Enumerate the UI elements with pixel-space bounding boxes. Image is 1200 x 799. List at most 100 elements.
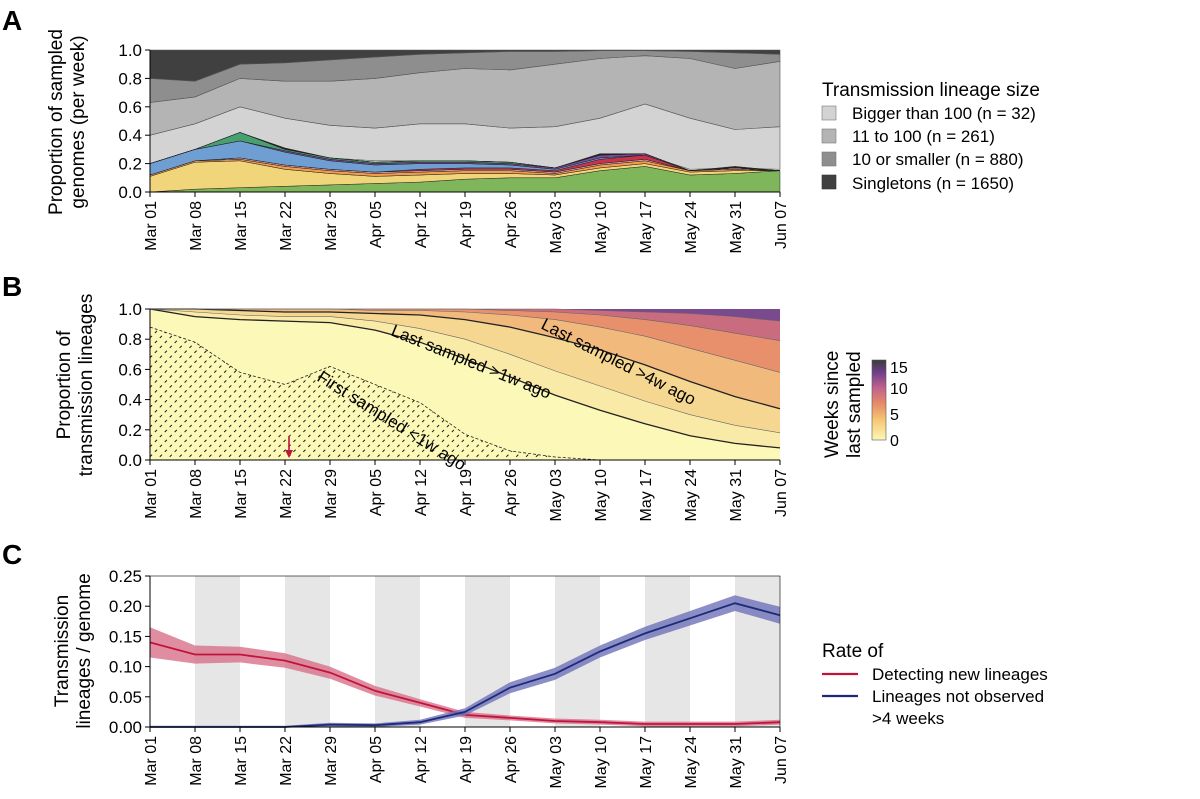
panel-c-legend-title: Rate of <box>822 641 884 662</box>
colorbar-tick-10: 10 <box>890 381 908 398</box>
panel-b-x-tick-label: May 10 <box>593 469 610 522</box>
arrow-head <box>285 450 293 458</box>
panel-b-x-tick-label: May 24 <box>683 469 700 522</box>
legend-label-not-observed-line1: Lineages not observed <box>872 687 1044 706</box>
legend-label-10-or-smaller: 10 or smaller (n = 880) <box>852 150 1024 169</box>
panel-c-y-tick-label: 0.15 <box>109 627 142 646</box>
panel-a-y-tick-label: 0.6 <box>118 98 142 117</box>
panel-c-x-tick-label: Apr 26 <box>503 736 520 783</box>
panel-a: A 0.0 0.2 0.4 0.6 0.8 1.0 Mar 01 Mar 08 Mar 15 Ma… <box>2 5 1040 253</box>
contour-2w <box>149 308 781 434</box>
colorbar-tick-5: 5 <box>890 407 899 424</box>
panel-a-legend-title: Transmission lineage size <box>822 80 1040 101</box>
panel-b-y-tick-label: 0.4 <box>118 391 142 410</box>
panel-b-x-tick-label: May 17 <box>638 469 655 522</box>
panel-b-x-tick-label: Mar 22 <box>278 469 295 519</box>
panel-c: C 0.00 0.05 0.10 0.15 0.20 0.25 Mar 01 Mar 08 Ma… <box>2 539 1048 788</box>
panel-b-axes: 0.0 0.2 0.4 0.6 0.8 1.0 Mar 01 Mar 08 Mar 15 Mar … <box>118 300 790 521</box>
panel-b-ylabel-line1: Proportion of <box>54 330 75 440</box>
panel-c-ylabel-line1: Transmission <box>52 595 73 707</box>
panel-c-x-tick-label: Mar 08 <box>188 736 205 786</box>
panel-b-x-tick-label: Mar 29 <box>323 469 340 519</box>
colorbar-gradient <box>871 359 887 441</box>
colorbar-title-line2: last sampled <box>844 351 865 458</box>
panel-c-y-tick-label: 0.10 <box>109 658 142 677</box>
contour-4w <box>150 308 781 410</box>
shaded-week <box>645 576 690 727</box>
panel-b-x-tick-label: May 31 <box>728 469 745 522</box>
panel-c-x-tick-label: May 17 <box>638 736 655 789</box>
panel-a-legend: Transmission lineage size Bigger than 10… <box>821 80 1040 193</box>
legend-label-bigger-than-100: Bigger than 100 (n = 32) <box>852 104 1036 123</box>
panel-c-y-tick-label: 0.20 <box>109 597 142 616</box>
legend-label-detecting-new: Detecting new lineages <box>872 665 1048 684</box>
panel-c-x-tick-label: Apr 05 <box>368 736 385 783</box>
panel-a-x-tick-label: Mar 22 <box>278 201 295 251</box>
panel-a-plot <box>149 49 781 193</box>
panel-b-y-tick-label: 0.8 <box>118 330 142 349</box>
panel-c-x-tick-label: Mar 01 <box>143 736 160 786</box>
panel-c-ylabel-line2: lineages / genome <box>74 573 95 728</box>
colorbar-tick-15: 15 <box>890 360 908 377</box>
panel-c-x-tick-label: Mar 29 <box>323 736 340 786</box>
panel-c-x-tick-label: Apr 12 <box>413 736 430 783</box>
area-singletons <box>149 49 781 82</box>
panel-b-x-tick-label: Apr 12 <box>413 469 430 516</box>
panel-c-y-tick-label: 0.00 <box>109 718 142 737</box>
colorbar-title-line1: Weeks since <box>822 351 843 458</box>
panel-a-ylabel-line1: Proportion of sampled <box>46 29 67 215</box>
legend-label-not-observed-line2: >4 weeks <box>872 709 944 728</box>
panel-a-y-tick-label: 0.0 <box>118 183 142 202</box>
legend-swatch-singletons <box>821 174 837 190</box>
panel-a-x-tick-label: Jun 07 <box>773 201 790 249</box>
region-weeks-4 <box>150 309 780 409</box>
panel-b-x-tick-label: May 03 <box>548 469 565 522</box>
panel-a-x-tick-label: Mar 15 <box>233 201 250 251</box>
panel-c-letter: C <box>2 539 22 570</box>
panel-c-x-tick-label: Mar 22 <box>278 736 295 786</box>
panel-a-x-tick-label: May 10 <box>593 201 610 254</box>
panel-b-x-tick-label: Mar 01 <box>143 469 160 519</box>
legend-swatch-bigger-than-100 <box>821 105 837 121</box>
legend-label-11-to-100: 11 to 100 (n = 261) <box>852 127 995 146</box>
panel-c-plot <box>149 575 781 728</box>
panel-b-y-tick-label: 1.0 <box>118 300 142 319</box>
lineage-band <box>149 132 781 171</box>
panel-a-x-tick-label: May 17 <box>638 201 655 254</box>
panel-a-y-tick-label: 0.2 <box>118 155 142 174</box>
first-sampled-hatch <box>150 327 780 460</box>
panel-b-x-tick-label: Jun 07 <box>773 469 790 517</box>
panel-b-y-tick-label: 0.6 <box>118 360 142 379</box>
panel-a-x-tick-label: Apr 05 <box>368 201 385 248</box>
panel-c-y-tick-label: 0.25 <box>109 567 142 586</box>
panel-c-axes: 0.00 0.05 0.10 0.15 0.20 0.25 Mar 01 Mar 08 Mar … <box>109 567 790 788</box>
panel-a-y-tick-label: 0.8 <box>118 69 142 88</box>
panel-a-x-tick-label: Mar 29 <box>323 201 340 251</box>
panel-a-ylabel: Proportion of sampled genomes (per week) <box>46 29 89 215</box>
panel-c-ylabel: Transmission lineages / genome <box>52 573 95 728</box>
panel-a-x-tick-label: Mar 08 <box>188 201 205 251</box>
colorbar-tick-0: 0 <box>890 433 899 450</box>
legend-swatch-10-or-smaller <box>821 151 837 167</box>
shaded-week <box>285 576 330 727</box>
panel-a-y-tick-label: 1.0 <box>118 41 142 60</box>
panel-c-x-tick-label: May 10 <box>593 736 610 789</box>
panel-c-x-tick-label: Jun 07 <box>773 736 790 784</box>
contour-1w <box>149 308 781 449</box>
panel-b-ylabel: Proportion of transmission lineages <box>54 294 97 477</box>
panel-a-x-tick-label: May 24 <box>683 201 700 254</box>
panel-b-x-tick-label: Apr 19 <box>458 469 475 516</box>
panel-a-y-tick-label: 0.4 <box>118 126 142 145</box>
panel-b-x-tick-label: Apr 26 <box>503 469 520 516</box>
panel-c-x-tick-label: May 03 <box>548 736 565 789</box>
panel-b-y-tick-label: 0.0 <box>118 451 142 470</box>
panel-c-x-tick-label: May 31 <box>728 736 745 789</box>
panel-a-axes: 0.0 0.2 0.4 0.6 0.8 1.0 Mar 01 Mar 08 Mar 15 Mar … <box>118 41 790 253</box>
contour-13w <box>150 308 781 322</box>
panel-b-x-tick-label: Apr 05 <box>368 469 385 516</box>
panel-a-letter: A <box>2 5 22 36</box>
panel-c-legend: Rate of Detecting new lineages Lineages … <box>822 641 1048 728</box>
panel-a-x-tick-label: Mar 01 <box>143 201 160 251</box>
region-weeks-10 <box>150 309 780 341</box>
